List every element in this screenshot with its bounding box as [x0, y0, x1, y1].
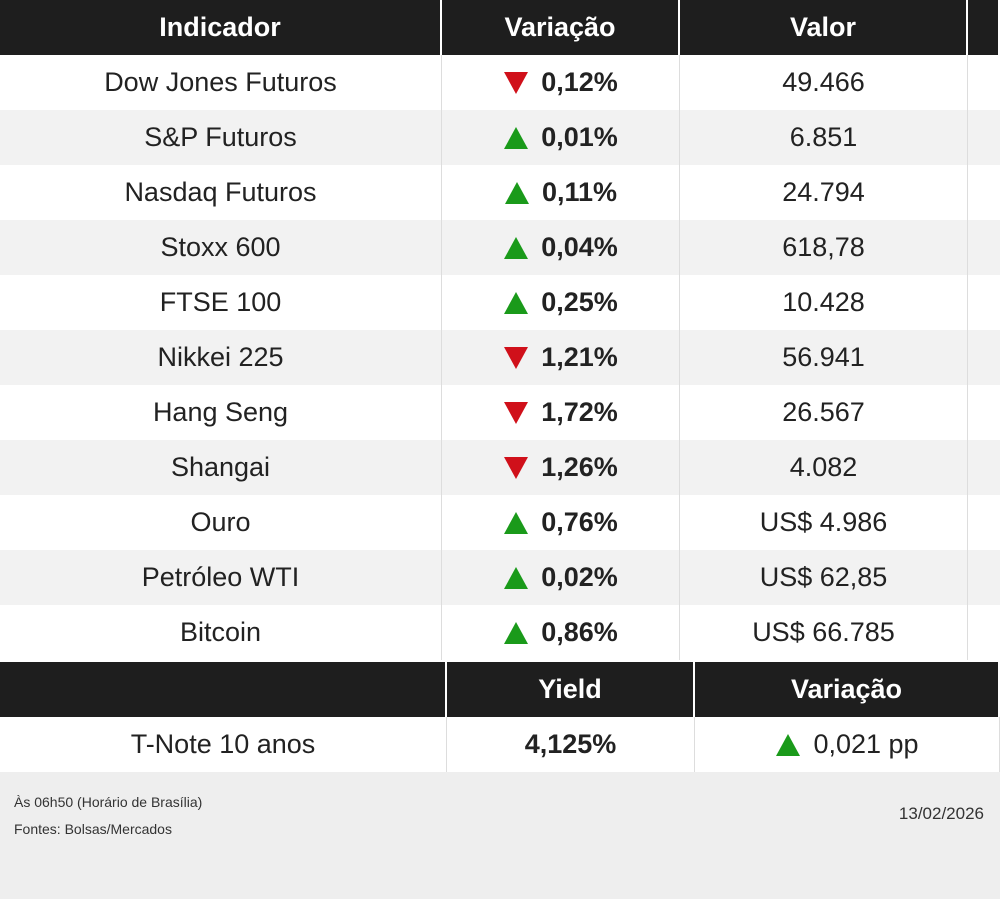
header-cell: Yield [447, 662, 695, 717]
indicator-name: Nasdaq Futuros [0, 165, 442, 220]
filler [968, 165, 1000, 220]
indicator-value: 49.466 [680, 55, 968, 110]
trend-arrow [504, 236, 529, 259]
footer-sources: Fontes: Bolsas/Mercados [14, 821, 172, 837]
change-text: 1,72% [541, 397, 618, 427]
arrow-shape [504, 401, 529, 424]
arrow-shape [776, 733, 801, 756]
filler [968, 55, 1000, 110]
filler [968, 495, 1000, 550]
yield-value: 4,125% [447, 717, 695, 772]
filler [968, 275, 1000, 330]
filler [968, 220, 1000, 275]
footer: Às 06h50 (Horário de Brasília) Fontes: B… [0, 772, 1000, 899]
header-cell [0, 662, 447, 717]
header-cell: Indicador [0, 0, 442, 55]
trend-arrow [776, 733, 801, 756]
indicator-name: S&P Futuros [0, 110, 442, 165]
change-cell: 0,25% [442, 275, 680, 330]
change-cell: 1,72% [442, 385, 680, 440]
change-text: 0,25% [541, 287, 618, 317]
filler [968, 440, 1000, 495]
indicator-name: Bitcoin [0, 605, 442, 660]
change-text: 0,01% [541, 122, 618, 152]
footer-date: 13/02/2026 [898, 804, 984, 823]
filler [968, 385, 1000, 440]
arrow-shape [504, 456, 529, 479]
indicator-name: Ouro [0, 495, 442, 550]
filler [968, 110, 1000, 165]
indicator-value: US$ 4.986 [680, 495, 968, 550]
change-cell: 0,86% [442, 605, 680, 660]
change-cell: 1,21% [442, 330, 680, 385]
indicator-value: 10.428 [680, 275, 968, 330]
arrow-shape [504, 236, 529, 259]
change-text: 1,21% [541, 342, 618, 372]
footer-time: Às 06h50 (Horário de Brasília) [14, 794, 203, 810]
trend-arrow [504, 71, 529, 94]
change-text: 0,86% [541, 617, 618, 647]
trend-arrow [504, 401, 529, 424]
trend-arrow [504, 126, 529, 149]
trend-arrow [504, 291, 529, 314]
change-cell: 0,02% [442, 550, 680, 605]
change-cell: 0,12% [442, 55, 680, 110]
indicator-name: Dow Jones Futuros [0, 55, 442, 110]
indicator-name: Hang Seng [0, 385, 442, 440]
change-text: 0,04% [541, 232, 618, 262]
arrow-shape [504, 566, 529, 589]
trend-arrow [504, 346, 529, 369]
header-cell: Variação [695, 662, 1000, 717]
filler [968, 550, 1000, 605]
arrow-shape [504, 621, 529, 644]
change-cell: 1,26% [442, 440, 680, 495]
indicator-name: Shangai [0, 440, 442, 495]
change-cell: 0,11% [442, 165, 680, 220]
indicator-value: 26.567 [680, 385, 968, 440]
trend-arrow [504, 621, 529, 644]
indicator-value: 56.941 [680, 330, 968, 385]
header-cell [968, 0, 1000, 55]
arrow-shape [504, 71, 529, 94]
arrow-shape [504, 181, 529, 204]
header-cell: Variação [442, 0, 680, 55]
filler [968, 330, 1000, 385]
change-text: 0,11% [541, 177, 618, 207]
change-text: 0,021 pp [813, 729, 919, 759]
change-cell: 0,76% [442, 495, 680, 550]
arrow-shape [504, 346, 529, 369]
indicator-value: 618,78 [680, 220, 968, 275]
change-text: 0,76% [541, 507, 618, 537]
header-cell: Valor [680, 0, 968, 55]
indicator-value: US$ 66.785 [680, 605, 968, 660]
trend-arrow [504, 566, 529, 589]
change-text: 1,26% [541, 452, 618, 482]
arrow-shape [504, 291, 529, 314]
indicator-value: 6.851 [680, 110, 968, 165]
trend-arrow [504, 456, 529, 479]
arrow-shape [504, 126, 529, 149]
change-text: 0,02% [541, 562, 618, 592]
indicator-value: 4.082 [680, 440, 968, 495]
filler [968, 605, 1000, 660]
indicator-value: US$ 62,85 [680, 550, 968, 605]
indicator-name: FTSE 100 [0, 275, 442, 330]
change-cell: 0,04% [442, 220, 680, 275]
indicator-name: Nikkei 225 [0, 330, 442, 385]
change-text: 0,12% [541, 67, 618, 97]
arrow-shape [504, 511, 529, 534]
yield-name: T-Note 10 anos [0, 717, 447, 772]
trend-arrow [504, 511, 529, 534]
change-cell: 0,021 pp [695, 717, 1000, 772]
indicator-name: Petróleo WTI [0, 550, 442, 605]
trend-arrow [504, 181, 529, 204]
change-cell: 0,01% [442, 110, 680, 165]
indicator-value: 24.794 [680, 165, 968, 220]
indicator-name: Stoxx 600 [0, 220, 442, 275]
